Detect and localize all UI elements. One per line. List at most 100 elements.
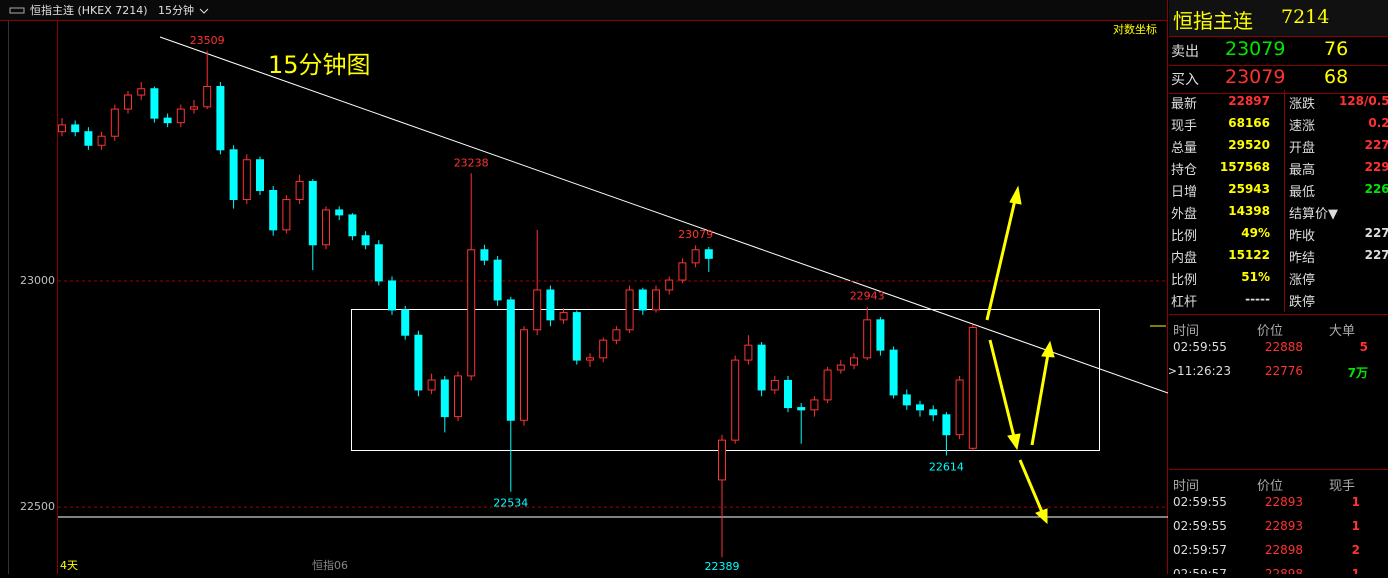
sep <box>1169 36 1388 37</box>
candle-body <box>256 159 264 191</box>
candle-body <box>850 357 858 366</box>
low-label: 22614 <box>929 461 964 474</box>
y-tick-label: 23000 <box>20 274 55 287</box>
candle-body <box>599 339 608 359</box>
cell-time: >11:26:23 <box>1169 364 1231 378</box>
x-label: 4天 <box>60 559 78 572</box>
cell-price: 22898 <box>1264 543 1303 557</box>
candle-body <box>770 379 779 391</box>
candle-body <box>348 214 357 237</box>
toolbar <box>0 0 1168 20</box>
candle-body <box>902 394 911 406</box>
stat-label: 最新 <box>1171 97 1198 112</box>
symbol[interactable]: 恒指主连 (HKEX 7214) <box>30 3 148 17</box>
table-header: 时间 <box>1173 479 1200 494</box>
dropdown <box>199 8 209 14</box>
stat-value: 15122 <box>1228 248 1270 262</box>
candle-body <box>163 117 172 124</box>
cell-price: 22893 <box>1264 495 1303 509</box>
candle-body <box>269 189 278 231</box>
candle-body <box>190 106 198 110</box>
table-header: 时间 <box>1173 324 1200 339</box>
stat-label: 跌停 <box>1289 295 1316 310</box>
candle-body <box>691 249 700 264</box>
book-volume: 76 <box>1324 38 1349 60</box>
candle-body <box>942 414 951 436</box>
candle-body <box>493 259 502 301</box>
candle-body <box>889 349 898 396</box>
candle-body <box>823 369 832 401</box>
stat-value: 14398 <box>1228 204 1270 218</box>
high-label: 23238 <box>454 156 489 169</box>
low-label: 22534 <box>493 497 528 510</box>
high-label: 23079 <box>678 228 713 241</box>
candle-body <box>572 312 581 361</box>
candle-body <box>110 108 119 137</box>
candle-body <box>718 439 726 481</box>
stat-label: 杠杆 <box>1171 295 1198 310</box>
candle-body <box>440 379 449 418</box>
candle-body <box>678 262 687 281</box>
period[interactable]: 15分钟 <box>158 3 194 17</box>
chart: 恒指主连 (HKEX 7214) 15分钟 对数坐标 15分钟图 22500 23… <box>0 0 1169 574</box>
cell-price: 22898 <box>1264 567 1303 574</box>
candle-body <box>137 88 146 96</box>
candle-body <box>282 199 291 231</box>
high-label: 23509 <box>190 34 225 47</box>
book-label: 卖出 <box>1171 44 1199 60</box>
stat-value: 128/0.56 <box>1338 94 1388 108</box>
candle-body <box>652 289 660 311</box>
quote-name: 恒指主连 <box>1173 9 1253 33</box>
candle-body <box>480 249 489 261</box>
cell-price: 22888 <box>1264 340 1303 354</box>
candle-body <box>784 379 792 409</box>
range-box <box>351 309 1100 451</box>
cell-time: 02:59:55 <box>1173 495 1227 509</box>
stat-label: 结算价▼ <box>1289 207 1338 222</box>
stat-value: 29520 <box>1228 138 1270 152</box>
candle-body <box>506 299 515 421</box>
candle-body <box>797 407 806 411</box>
table-header: 价位 <box>1257 479 1284 494</box>
cell-volume: 5 <box>1359 340 1368 354</box>
candle-body <box>876 319 885 351</box>
sep <box>1169 93 1388 94</box>
stat-label: 总量 <box>1171 141 1198 156</box>
cell-time: 02:59:55 <box>1173 340 1227 354</box>
candle-body <box>744 344 753 361</box>
book-label: 买入 <box>1171 72 1199 88</box>
candle-body <box>625 289 634 331</box>
candle-body <box>863 319 872 359</box>
candle-body <box>520 329 528 421</box>
book-price: 23079 <box>1225 38 1286 60</box>
candle-body <box>757 344 766 391</box>
candle-body <box>229 149 238 201</box>
stat-value: 2294 <box>1364 160 1388 174</box>
icon <box>9 7 25 14</box>
low-label: 22389 <box>705 560 740 573</box>
table-header: 价位 <box>1257 324 1284 339</box>
vsep <box>1284 90 1285 312</box>
arrows <box>985 185 1055 525</box>
cell-time: 02:59:57 <box>1173 567 1227 574</box>
candle-body <box>388 280 396 311</box>
stat-label: 最高 <box>1289 163 1316 178</box>
stat-value: ----- <box>1245 292 1270 306</box>
candle-body <box>374 244 383 282</box>
stat-label: 持仓 <box>1171 163 1198 178</box>
candle-body <box>97 135 106 146</box>
candle-body <box>586 357 594 361</box>
candle-body <box>638 289 647 311</box>
candle-body <box>427 379 436 391</box>
candle-body <box>665 279 674 291</box>
stat-label: 涨跌 <box>1289 97 1316 112</box>
y-tick-label: 22500 <box>20 500 55 513</box>
scale-label[interactable]: 对数坐标 <box>1113 22 1157 36</box>
stat-value: 25943 <box>1228 182 1270 196</box>
candle-body <box>454 375 462 418</box>
stat-value: 157568 <box>1219 160 1270 174</box>
sep <box>1169 65 1388 66</box>
stat-label: 内盘 <box>1171 251 1198 266</box>
candle-body <box>546 289 555 321</box>
